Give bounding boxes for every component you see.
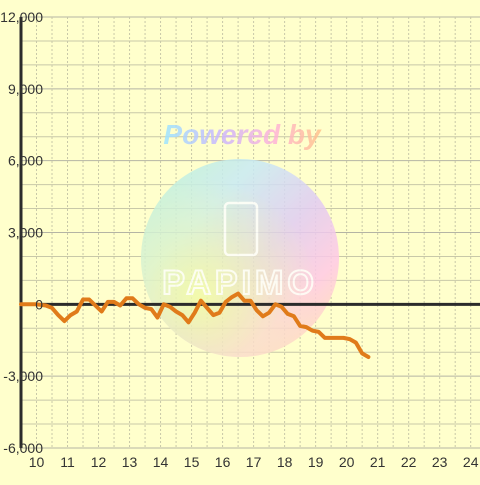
data-point [343,337,345,339]
y-tick-label: 6,000 [8,153,43,169]
data-point [150,308,152,310]
x-tick-label: 15 [184,454,200,470]
y-tick-label: 0 [35,296,43,312]
x-tick-label: 14 [153,454,169,470]
data-point [299,325,301,327]
y-tick-label: -3,000 [3,368,43,384]
x-tick-label: 11 [60,454,75,470]
data-point [336,337,338,339]
data-point [181,314,183,316]
data-point [256,309,258,311]
data-point [262,315,264,317]
x-tick-label: 17 [246,454,262,470]
data-point [119,305,121,307]
x-tick-label: 12 [91,454,107,470]
data-point [274,303,276,305]
data-point [20,303,22,305]
y-tick-label: 12,000 [0,9,43,25]
data-point [45,305,47,307]
data-point [305,326,307,328]
data-point [206,307,208,309]
x-tick-label: 24 [463,454,479,470]
data-point [243,300,245,302]
data-point [225,301,227,303]
data-point [57,314,59,316]
data-point [88,299,90,301]
data-point [212,314,214,316]
x-tick-label: 21 [370,454,386,470]
data-point [113,301,115,303]
data-point [218,312,220,314]
data-point [175,311,177,313]
data-point [82,299,84,301]
data-point [101,311,103,313]
data-point [187,321,189,323]
x-tick-label: 19 [308,454,324,470]
x-tick-label: 22 [401,454,417,470]
data-point [163,303,165,305]
data-point [237,293,239,295]
data-point [70,314,72,316]
data-point [250,300,251,302]
data-point [125,297,127,299]
data-point [231,296,233,298]
x-tick-label: 13 [122,454,138,470]
data-point [144,307,146,309]
y-tick-label: 9,000 [8,81,43,97]
watermark-circle-glow [141,159,339,357]
y-tick-label: 3,000 [8,225,43,241]
data-point [132,297,134,299]
y-tick-label: -6,000 [3,440,43,456]
data-point [194,312,196,314]
series-layer [19,291,371,359]
x-tick-label: 10 [29,454,45,470]
data-point [287,313,289,315]
data-point [281,306,283,308]
papimo-watermark: Powered by PAPIMO [141,119,339,357]
data-point [361,352,363,354]
data-point [330,337,332,339]
x-tick-label: 20 [339,454,355,470]
watermark-powered-by: Powered by [163,119,322,150]
data-point [138,303,140,305]
data-point [169,306,171,308]
data-point [268,312,270,314]
data-point [36,303,38,305]
data-point [63,320,65,322]
x-tick-label: 23 [432,454,448,470]
data-point [293,315,295,317]
x-tick-label: 18 [277,454,293,470]
data-point [76,311,78,313]
watermark-phone-icon [223,201,259,257]
data-point [355,342,357,344]
data-point [367,356,369,358]
data-point [318,331,320,333]
data-point [324,337,326,339]
x-tick-label: 16 [215,454,231,470]
data-point [51,307,53,309]
data-point [156,317,158,319]
data-point [200,300,202,302]
data-point [349,338,351,340]
data-point [94,305,96,307]
data-point [107,301,109,303]
data-point [312,330,314,332]
